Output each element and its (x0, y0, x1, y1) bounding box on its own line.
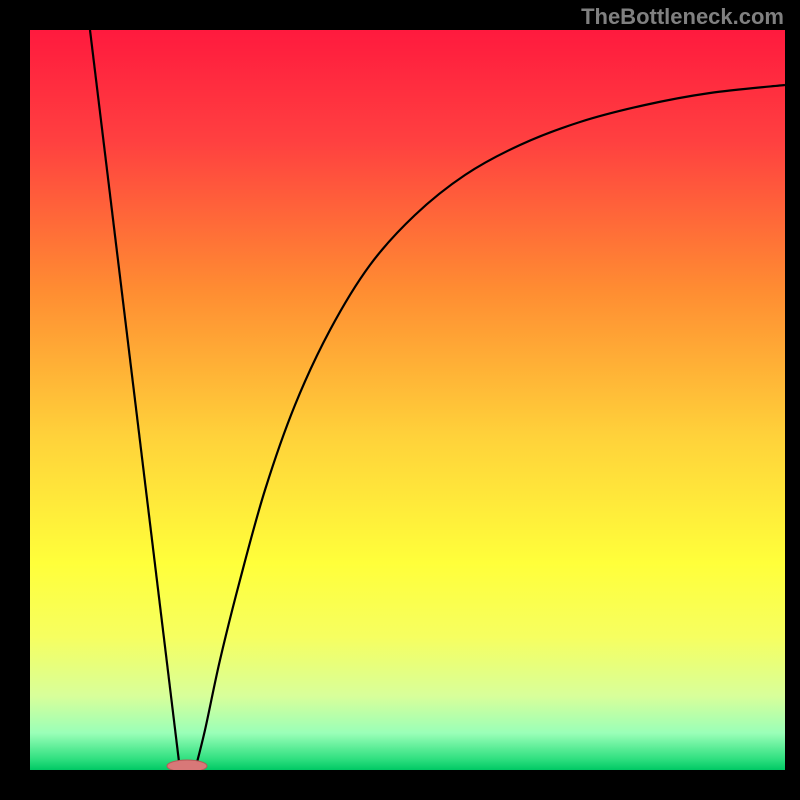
plot-area (30, 30, 785, 770)
curve-layer (30, 30, 785, 770)
target-marker (167, 760, 207, 770)
watermark-text: TheBottleneck.com (581, 4, 784, 30)
chart-container: TheBottleneck.com (0, 0, 800, 800)
bottleneck-curve (90, 30, 785, 770)
